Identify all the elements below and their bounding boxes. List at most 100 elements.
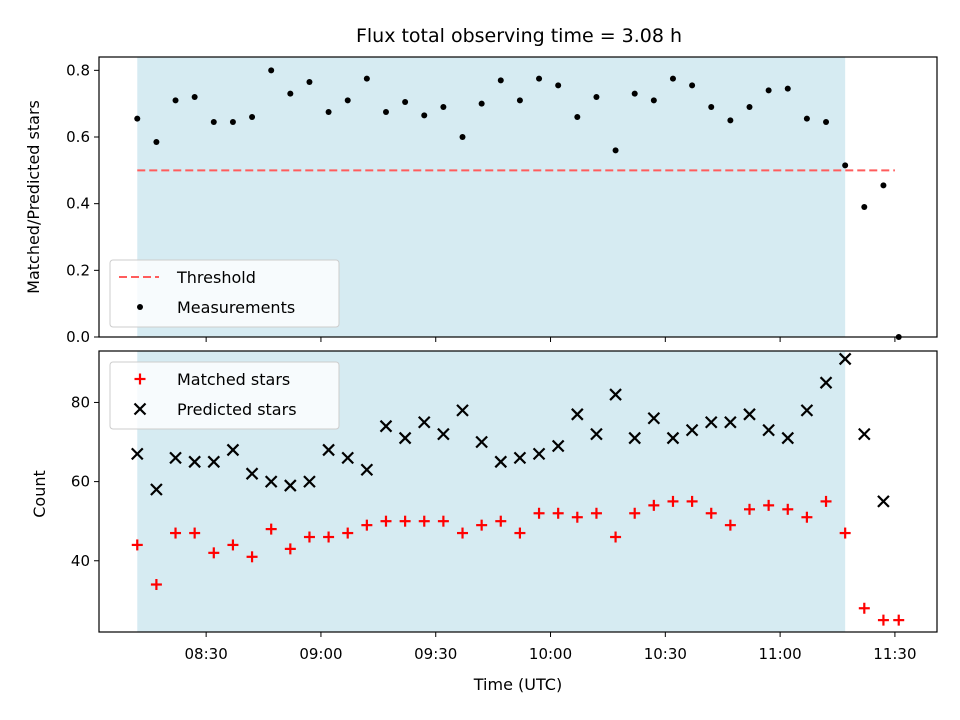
- measurement-point: [249, 114, 256, 120]
- cross-b: [284, 479, 297, 492]
- matched-star-point: [629, 507, 641, 519]
- ratio-y-tick-label: 0.8: [66, 61, 90, 79]
- predicted-star-point: [571, 408, 584, 421]
- measurement-point: [746, 104, 753, 110]
- cross-b: [800, 404, 814, 417]
- measurement-point: [631, 90, 638, 97]
- measurement-point: [842, 162, 849, 169]
- measurement-point: [402, 99, 409, 105]
- measurement-point: [516, 97, 523, 104]
- matched-star-point: [170, 527, 182, 539]
- matched-star-point: [782, 503, 794, 515]
- cross-b: [838, 352, 852, 366]
- matched-star-point: [361, 519, 373, 531]
- x-tick-label: 11:30: [873, 645, 916, 663]
- measurement-point: [134, 115, 141, 122]
- x-tick-label: 08:30: [185, 645, 228, 663]
- measurement-point: [861, 204, 868, 210]
- cross-b: [417, 415, 431, 429]
- cross-b: [513, 451, 527, 465]
- matched-star-point: [399, 515, 411, 527]
- x-tick-label: 09:30: [414, 645, 457, 663]
- legend-label-measurement: Measurements: [177, 298, 295, 317]
- predicted-star-point: [437, 427, 450, 441]
- legend-predicted-swatch: [133, 402, 147, 416]
- predicted-star-point: [743, 408, 756, 421]
- matched-star-point: [476, 519, 488, 531]
- matched-star-point: [208, 547, 220, 559]
- cross-b: [609, 388, 622, 401]
- legend-measurement-swatch: [137, 304, 143, 310]
- x-tick-label: 09:00: [299, 645, 342, 663]
- matched-star-point: [571, 511, 583, 523]
- ratio-legend-box: [109, 259, 340, 328]
- measurement-point: [382, 109, 389, 115]
- predicted-star-point: [590, 427, 603, 441]
- cross-b: [819, 376, 833, 389]
- matched-star-point: [342, 527, 354, 539]
- predicted-star-point: [838, 352, 852, 366]
- measurement-point: [765, 87, 772, 94]
- measurement-point: [363, 75, 370, 82]
- legend-label-predicted: Predicted stars: [177, 400, 297, 419]
- measurement-point: [440, 104, 447, 110]
- predicted-star-point: [858, 427, 871, 441]
- count-panel: Count 40 60 80 08:30 09:00 09:30 10:00 10:30 11:…: [30, 350, 938, 694]
- cross-b: [877, 495, 890, 508]
- measurement-point: [153, 139, 160, 145]
- cross-b: [724, 415, 737, 429]
- cross-b: [150, 483, 163, 496]
- x-tick-label: 11:00: [758, 645, 801, 663]
- count-y-axis-label: Count: [30, 470, 49, 518]
- predicted-star-point: [647, 412, 661, 425]
- cross-b: [647, 412, 661, 425]
- measurement-point: [421, 112, 428, 119]
- predicted-star-point: [130, 447, 144, 461]
- predicted-star-point: [169, 451, 182, 465]
- predicted-star-point: [188, 455, 201, 469]
- cross-b: [398, 431, 412, 445]
- predicted-star-point: [704, 415, 718, 429]
- predicted-star-point: [666, 431, 680, 445]
- measurement-point: [497, 77, 504, 84]
- matched-star-point: [858, 602, 870, 614]
- matched-star-point: [590, 507, 602, 519]
- matched-star-point: [763, 499, 775, 511]
- legend-label-matched: Matched stars: [177, 370, 290, 389]
- cross-b: [456, 404, 469, 417]
- cross-b: [245, 467, 259, 480]
- cross-b: [781, 431, 795, 445]
- count-legend: Matched stars Predicted stars: [109, 361, 340, 430]
- matched-star-point: [150, 579, 162, 591]
- ratio-y-tick-label: 0.0: [66, 328, 90, 346]
- cross-b: [666, 431, 680, 445]
- cross-b: [494, 455, 508, 469]
- measurement-point: [880, 182, 887, 189]
- measurement-point: [708, 104, 715, 110]
- measurement-point: [306, 79, 313, 85]
- cross-b: [704, 415, 718, 429]
- measurement-point: [191, 94, 198, 100]
- predicted-star-point: [245, 467, 259, 480]
- x-tick-label: 10:30: [644, 645, 687, 663]
- matched-star-point: [667, 495, 679, 507]
- cross-b: [532, 447, 546, 461]
- predicted-star-point: [264, 475, 278, 488]
- measurement-point: [650, 97, 657, 104]
- measurement-point: [459, 134, 466, 140]
- measurement-point: [268, 67, 275, 74]
- ratio-panel: Matched/Predicted stars 0.00.20.40.60.8 …: [24, 56, 938, 346]
- matched-star-point: [418, 515, 430, 527]
- predicted-star-point: [781, 431, 795, 445]
- matched-star-point: [131, 539, 143, 551]
- predicted-star-point: [628, 431, 641, 445]
- ratio-legend: Threshold Measurements: [109, 259, 340, 328]
- matched-star-point: [724, 519, 736, 531]
- predicted-star-point: [877, 495, 890, 508]
- cross-b: [303, 475, 316, 488]
- predicted-star-point: [724, 415, 737, 429]
- matched-star-point: [533, 507, 545, 519]
- predicted-star-point: [819, 376, 833, 389]
- cross-b: [226, 443, 240, 457]
